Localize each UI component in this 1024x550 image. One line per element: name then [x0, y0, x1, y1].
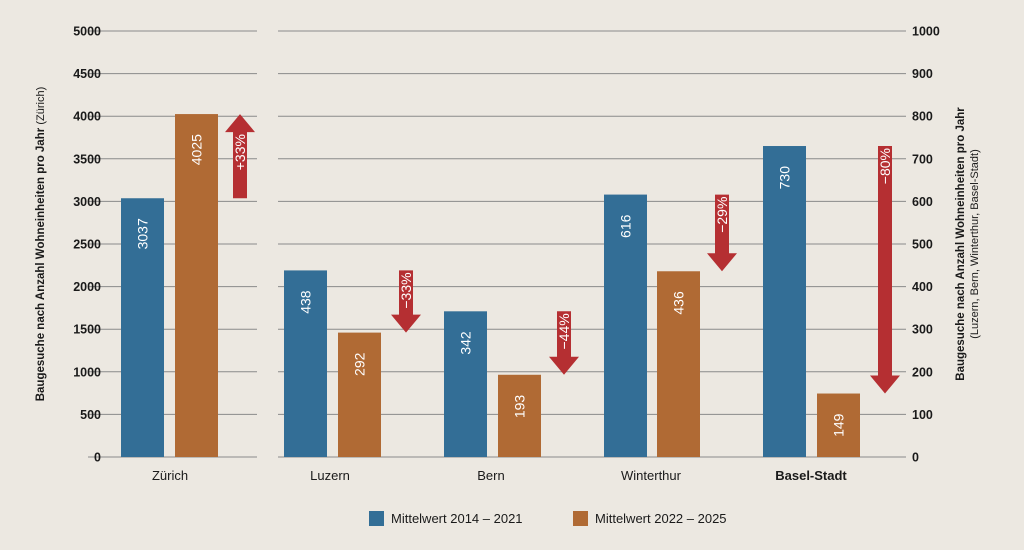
y-left-tick-label: 2500	[73, 238, 101, 252]
y-right-axis-label-note: (Luzern, Bern, Winterthur, Basel-Stadt)	[969, 149, 981, 339]
change-arrow	[225, 114, 255, 199]
y-left-tick-label: 1500	[73, 323, 101, 337]
bar-value-label: 149	[831, 413, 847, 437]
y-right-axis-label: Baugesuche nach Anzahl Wohneinheiten pro…	[955, 107, 967, 381]
bar	[338, 332, 381, 457]
y-left-axis-label-main: Baugesuche nach Anzahl Wohneinheiten pro…	[35, 125, 47, 402]
bar-value-label: 436	[671, 291, 687, 315]
x-category-label: Basel-Stadt	[775, 468, 847, 483]
change-arrow-label: −33%	[398, 272, 414, 308]
bar	[817, 393, 860, 457]
y-right-tick-label: 200	[912, 365, 933, 379]
y-left-axis-label: Baugesuche nach Anzahl Wohneinheiten pro…	[35, 87, 47, 402]
bar	[444, 311, 487, 457]
x-category-label: Winterthur	[621, 468, 682, 483]
y-left-tick-label: 5000	[73, 25, 101, 39]
change-arrow-label: −80%	[877, 148, 893, 184]
x-category-label: Zürich	[152, 468, 188, 483]
x-category-label: Luzern	[310, 468, 350, 483]
change-arrow	[707, 194, 737, 272]
legend-swatch	[369, 511, 384, 526]
y-left-tick-label: 2000	[73, 280, 101, 294]
y-right-tick-label: 100	[912, 408, 933, 422]
change-arrow	[391, 270, 421, 333]
change-arrow	[549, 311, 579, 375]
bar	[175, 114, 218, 457]
y-right-tick-label: 400	[912, 280, 933, 294]
y-right-tick-label: 0	[912, 451, 919, 465]
bar	[498, 374, 541, 457]
y-left-tick-label: 500	[80, 408, 101, 422]
bar-value-label: 730	[777, 166, 793, 190]
y-right-tick-label: 900	[912, 67, 933, 81]
y-left-tick-label: 3500	[73, 152, 101, 166]
y-left-tick-label: 4000	[73, 110, 101, 124]
y-left-axis-label-note: (Zürich)	[35, 87, 47, 125]
y-right-tick-label: 300	[912, 323, 933, 337]
change-arrow	[870, 146, 900, 394]
y-right-tick-label: 1000	[912, 25, 940, 39]
bar-value-label: 4025	[189, 134, 205, 165]
bar	[657, 271, 700, 457]
bar	[763, 146, 806, 457]
bar	[604, 194, 647, 458]
change-arrow-label: +33%	[232, 134, 248, 170]
legend-label: Mittelwert 2022 – 2025	[595, 511, 727, 526]
bar-value-label: 3037	[135, 218, 151, 249]
bar-value-label: 616	[618, 214, 634, 238]
y-right-tick-label: 800	[912, 110, 933, 124]
bar	[121, 198, 164, 457]
x-category-label: Bern	[477, 468, 504, 483]
y-right-tick-label: 500	[912, 238, 933, 252]
y-right-tick-label: 700	[912, 152, 933, 166]
change-arrow-label: −29%	[714, 197, 730, 233]
y-left-tick-label: 0	[94, 451, 101, 465]
bar-value-label: 438	[298, 290, 314, 314]
bar	[284, 270, 327, 457]
y-left-tick-label: 1000	[73, 365, 101, 379]
y-left-tick-label: 4500	[73, 67, 101, 81]
bar-value-label: 193	[512, 395, 528, 419]
legend-label: Mittelwert 2014 – 2021	[391, 511, 523, 526]
y-right-tick-label: 600	[912, 195, 933, 209]
change-arrow-label: −44%	[556, 313, 572, 349]
y-left-tick-label: 3000	[73, 195, 101, 209]
bar-value-label: 292	[352, 352, 368, 376]
legend-swatch	[573, 511, 588, 526]
bar-value-label: 342	[458, 331, 474, 355]
